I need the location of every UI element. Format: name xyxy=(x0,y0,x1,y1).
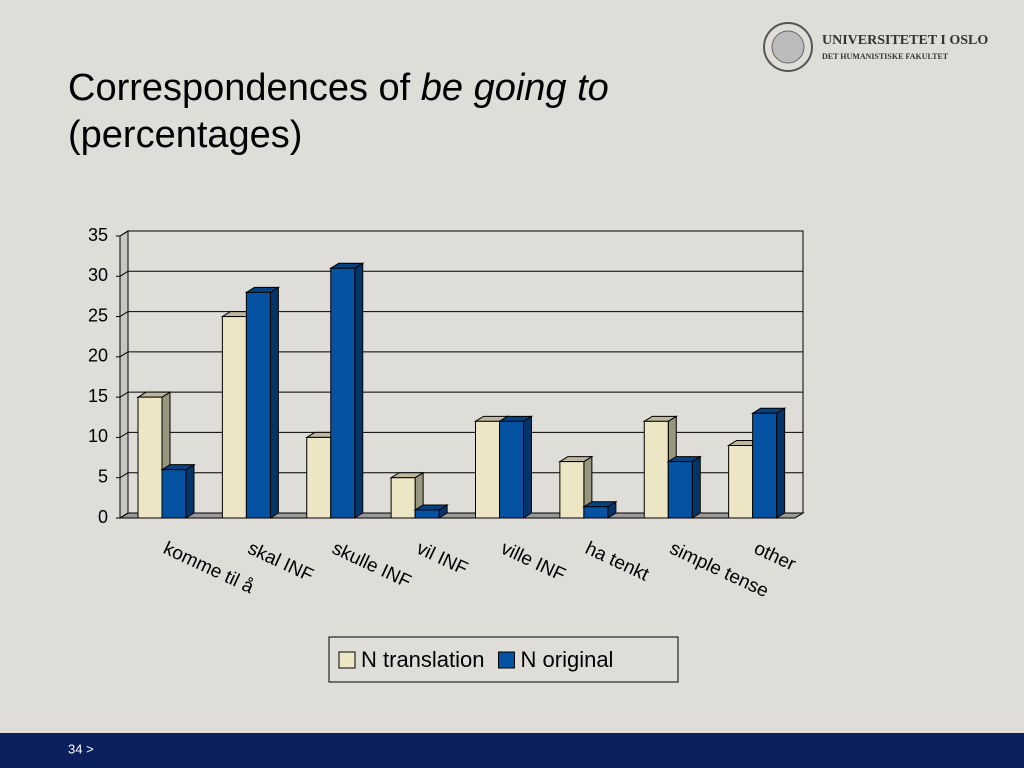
y-tick-label: 20 xyxy=(88,346,108,366)
y-tick-label: 30 xyxy=(88,265,108,285)
bar xyxy=(559,461,585,519)
grid-line-side xyxy=(119,432,129,438)
y-tick-label: 35 xyxy=(88,225,108,245)
y-tick-label: 25 xyxy=(88,305,108,325)
bar-side xyxy=(354,262,364,519)
bar xyxy=(330,267,356,519)
grid-line-side xyxy=(119,472,129,479)
bar xyxy=(667,461,693,519)
bar-side xyxy=(523,415,532,519)
grid-line-side xyxy=(119,270,129,277)
grid-line-side xyxy=(119,230,129,237)
y-tick-label: 10 xyxy=(88,426,108,446)
grid-line-side xyxy=(119,512,129,519)
slide-title-line2: (percentages) xyxy=(68,114,302,156)
bar xyxy=(137,396,163,519)
slide-title: Correspondences of be going to xyxy=(68,67,609,109)
bar xyxy=(583,506,609,519)
bar xyxy=(390,477,416,519)
bar xyxy=(245,291,271,519)
bar-side xyxy=(185,463,195,519)
logo-emblem xyxy=(771,30,805,64)
page-number: 34 > xyxy=(68,741,94,756)
y-tick-label: 0 xyxy=(98,507,108,527)
y-tick-label: 5 xyxy=(98,466,108,486)
bar xyxy=(161,469,187,519)
bar xyxy=(728,444,754,519)
bar xyxy=(306,436,332,519)
bar xyxy=(499,420,524,519)
legend-label: N original xyxy=(521,647,614,672)
logo: UNIVERSITETET I OSLO DET HUMANISTISKE FA… xyxy=(763,22,988,72)
bar-side xyxy=(776,407,786,519)
legend-swatch xyxy=(338,651,356,669)
grid-line-side xyxy=(119,351,129,358)
title-text: Correspondences of xyxy=(68,67,421,109)
bar-side xyxy=(269,286,279,519)
bar xyxy=(752,412,778,519)
bar xyxy=(414,509,440,519)
bar xyxy=(221,316,247,519)
legend-swatch xyxy=(498,651,516,669)
y-tick-label: 15 xyxy=(88,386,108,406)
logo-title: UNIVERSITETET I OSLO xyxy=(822,33,988,48)
legend: N translation N original xyxy=(328,636,679,683)
grid-line-side xyxy=(119,391,129,398)
bar xyxy=(475,420,500,519)
logo-subtitle: DET HUMANISTISKE FAKULTET xyxy=(822,52,949,61)
logo-ring xyxy=(763,22,813,72)
title-emphasis: be going to xyxy=(421,67,609,109)
legend-label: N translation xyxy=(361,647,485,672)
bar xyxy=(643,420,669,519)
bar-side xyxy=(691,455,701,519)
grid-line-side xyxy=(119,311,129,317)
footer-band xyxy=(0,733,1024,768)
